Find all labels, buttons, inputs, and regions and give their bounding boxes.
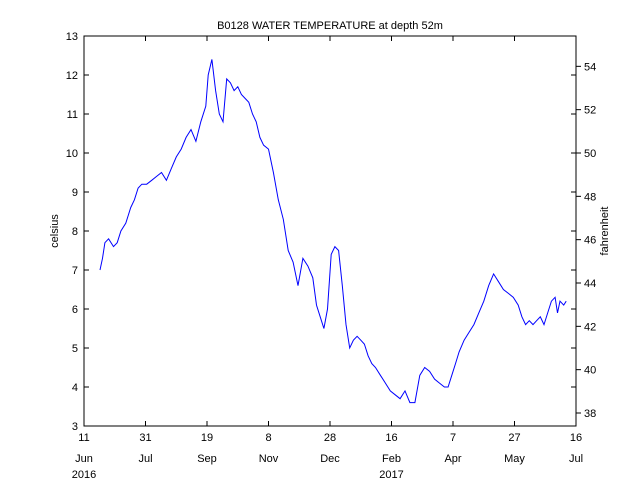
y-tick-label-left: 13 (66, 31, 78, 43)
y-tick-label-left: 3 (72, 421, 78, 433)
x-tick-label-month: Jun (75, 453, 93, 465)
y-tick-label-left: 11 (67, 109, 78, 121)
x-tick-label-month: Dec (320, 453, 340, 465)
y-tick-label-left: 10 (66, 148, 78, 160)
x-tick-label-day: 16 (570, 432, 582, 444)
x-tick-label-year: 2016 (72, 469, 96, 480)
x-tick-label-month: Jul (138, 453, 152, 465)
chart-title: B0128 WATER TEMPERATURE at depth 52m (217, 20, 443, 32)
x-tick-label-day: 28 (324, 432, 336, 444)
x-tick-label-month: May (504, 453, 525, 465)
x-tick-label-day: 7 (450, 432, 456, 444)
axis-ticks: 3 4 5 6 7 8 9 10 11 12 13 38 40 42 44 46 48 50 52 54 11 Jun 20… (66, 31, 597, 480)
y-tick-label-left: 5 (72, 343, 78, 355)
y-tick-label-right: 40 (584, 365, 596, 377)
x-tick-label-month: Sep (197, 453, 217, 465)
x-tick-label-month: Apr (444, 453, 461, 465)
y-tick-label-right: 48 (584, 191, 596, 203)
x-tick-label-day: 31 (139, 432, 151, 444)
y-tick-label-left: 9 (72, 187, 78, 199)
x-tick-label-day: 11 (78, 432, 89, 444)
x-tick-label-day: 16 (385, 432, 397, 444)
y-tick-label-right: 38 (584, 408, 596, 420)
y-tick-label-left: 6 (72, 304, 78, 316)
plot-frame (83, 35, 577, 427)
y-tick-label-left: 8 (72, 226, 78, 238)
y-tick-label-right: 42 (584, 321, 596, 333)
y-tick-label-left: 7 (72, 265, 78, 277)
x-tick-label-month: Nov (259, 453, 279, 465)
x-tick-label-year: 2017 (379, 469, 403, 480)
y-tick-label-right: 54 (584, 61, 596, 73)
water-temperature-line (99, 59, 567, 404)
x-tick-label-month: Jul (569, 453, 583, 465)
y-tick-label-left: 4 (72, 382, 78, 394)
y-axis-label-left: celsius (49, 214, 61, 248)
y-tick-label-right: 50 (584, 148, 596, 160)
y-tick-label-right: 46 (584, 235, 596, 247)
y-tick-label-left: 12 (66, 70, 78, 82)
x-tick-label-month: Feb (382, 453, 401, 465)
x-tick-label-day: 27 (508, 432, 520, 444)
y-tick-label-right: 52 (584, 105, 596, 117)
y-axis-label-right: fahrenheit (599, 207, 611, 256)
y-tick-label-right: 44 (584, 278, 596, 290)
x-tick-label-day: 19 (201, 432, 213, 444)
x-tick-label-day: 8 (265, 432, 271, 444)
